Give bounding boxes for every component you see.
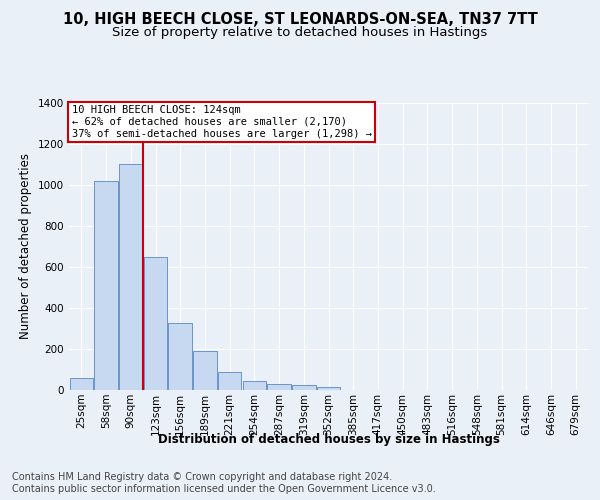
Text: Distribution of detached houses by size in Hastings: Distribution of detached houses by size … (158, 432, 500, 446)
Text: Contains public sector information licensed under the Open Government Licence v3: Contains public sector information licen… (12, 484, 436, 494)
Y-axis label: Number of detached properties: Number of detached properties (19, 153, 32, 340)
Text: 10, HIGH BEECH CLOSE, ST LEONARDS-ON-SEA, TN37 7TT: 10, HIGH BEECH CLOSE, ST LEONARDS-ON-SEA… (62, 12, 538, 28)
Bar (242, 381, 266, 390)
Bar (268, 384, 291, 390)
Bar (94, 180, 118, 390)
Bar (292, 386, 316, 390)
Bar (119, 164, 143, 390)
Bar (70, 378, 93, 390)
Bar (144, 256, 167, 390)
Bar (218, 372, 241, 390)
Text: 10 HIGH BEECH CLOSE: 124sqm
← 62% of detached houses are smaller (2,170)
37% of : 10 HIGH BEECH CLOSE: 124sqm ← 62% of det… (71, 106, 371, 138)
Bar (317, 388, 340, 390)
Text: Contains HM Land Registry data © Crown copyright and database right 2024.: Contains HM Land Registry data © Crown c… (12, 472, 392, 482)
Bar (169, 324, 192, 390)
Bar (193, 351, 217, 390)
Text: Size of property relative to detached houses in Hastings: Size of property relative to detached ho… (112, 26, 488, 39)
